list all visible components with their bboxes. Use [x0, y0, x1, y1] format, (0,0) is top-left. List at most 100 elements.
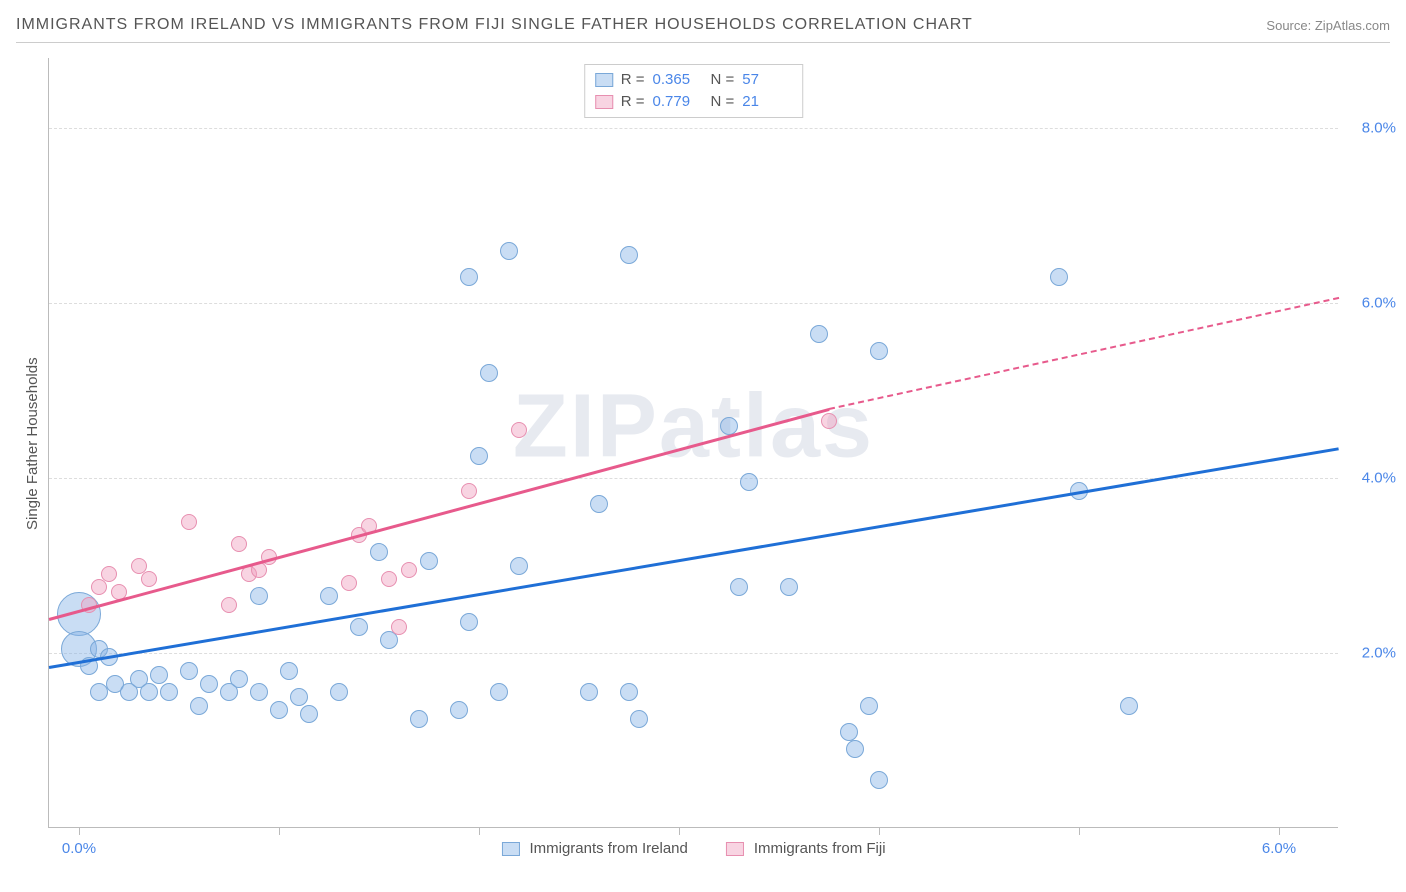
scatter-point	[401, 562, 417, 578]
y-tick-label: 2.0%	[1346, 645, 1396, 662]
x-tick-label: 0.0%	[62, 840, 96, 857]
x-tick	[879, 827, 880, 835]
y-tick-label: 8.0%	[1346, 120, 1396, 137]
scatter-point	[840, 723, 858, 741]
scatter-point	[330, 683, 348, 701]
scatter-point	[1120, 697, 1138, 715]
x-tick	[1279, 827, 1280, 835]
scatter-point	[200, 675, 218, 693]
scatter-point	[846, 740, 864, 758]
swatch-bottom-2	[726, 842, 744, 856]
r-value-2: 0.779	[653, 91, 703, 113]
scatter-point	[720, 417, 738, 435]
legend-stats-row-1: R = 0.365 N = 57	[595, 69, 793, 91]
n-label-2: N =	[711, 91, 735, 113]
legend-series: Immigrants from Ireland Immigrants from …	[501, 840, 885, 857]
scatter-point	[500, 242, 518, 260]
scatter-point	[510, 557, 528, 575]
scatter-point	[270, 701, 288, 719]
legend-series-2-label: Immigrants from Fiji	[754, 840, 886, 857]
scatter-point	[300, 705, 318, 723]
scatter-point	[141, 571, 157, 587]
legend-series-1-label: Immigrants from Ireland	[529, 840, 687, 857]
scatter-point	[460, 613, 478, 631]
scatter-point	[821, 413, 837, 429]
scatter-point	[420, 552, 438, 570]
scatter-point	[90, 683, 108, 701]
y-tick-label: 4.0%	[1346, 470, 1396, 487]
scatter-chart: ZIPatlas R = 0.365 N = 57 R = 0.779 N = …	[48, 58, 1338, 828]
scatter-point	[870, 771, 888, 789]
chart-title: IMMIGRANTS FROM IRELAND VS IMMIGRANTS FR…	[16, 16, 973, 33]
scatter-point	[150, 666, 168, 684]
scatter-point	[740, 473, 758, 491]
source-name[interactable]: ZipAtlas.com	[1315, 18, 1390, 33]
scatter-point	[810, 325, 828, 343]
gridline	[49, 128, 1338, 129]
trend-line	[829, 297, 1339, 410]
x-tick-label: 6.0%	[1262, 840, 1296, 857]
scatter-point	[860, 697, 878, 715]
gridline	[49, 478, 1338, 479]
scatter-point	[590, 495, 608, 513]
trend-line	[49, 408, 830, 621]
scatter-point	[190, 697, 208, 715]
scatter-point	[231, 536, 247, 552]
legend-stats-row-2: R = 0.779 N = 21	[595, 91, 793, 113]
trend-line	[49, 447, 1339, 669]
scatter-point	[630, 710, 648, 728]
watermark: ZIPatlas	[513, 376, 874, 479]
scatter-point	[140, 683, 158, 701]
swatch-series-1	[595, 73, 613, 87]
scatter-point	[391, 619, 407, 635]
scatter-point	[180, 662, 198, 680]
x-tick	[79, 827, 80, 835]
r-value-1: 0.365	[653, 69, 703, 91]
y-tick-label: 6.0%	[1346, 295, 1396, 312]
swatch-series-2	[595, 95, 613, 109]
scatter-point	[230, 670, 248, 688]
x-tick	[279, 827, 280, 835]
title-bar: IMMIGRANTS FROM IRELAND VS IMMIGRANTS FR…	[16, 16, 1390, 43]
scatter-point	[91, 579, 107, 595]
scatter-point	[460, 268, 478, 286]
n-value-1: 57	[742, 69, 792, 91]
plot-area: ZIPatlas R = 0.365 N = 57 R = 0.779 N = …	[48, 58, 1338, 828]
scatter-point	[1050, 268, 1068, 286]
scatter-point	[780, 578, 798, 596]
n-value-2: 21	[742, 91, 792, 113]
r-label-2: R =	[621, 91, 645, 113]
scatter-point	[480, 364, 498, 382]
scatter-point	[280, 662, 298, 680]
scatter-point	[250, 587, 268, 605]
scatter-point	[370, 543, 388, 561]
n-label-1: N =	[711, 69, 735, 91]
scatter-point	[250, 683, 268, 701]
scatter-point	[450, 701, 468, 719]
x-tick	[479, 827, 480, 835]
x-tick	[679, 827, 680, 835]
scatter-point	[730, 578, 748, 596]
scatter-point	[461, 483, 477, 499]
scatter-point	[620, 246, 638, 264]
x-tick	[1079, 827, 1080, 835]
scatter-point	[101, 566, 117, 582]
scatter-point	[341, 575, 357, 591]
scatter-point	[490, 683, 508, 701]
scatter-point	[221, 597, 237, 613]
y-axis-label: Single Father Households	[24, 357, 41, 530]
scatter-point	[470, 447, 488, 465]
scatter-point	[580, 683, 598, 701]
scatter-point	[181, 514, 197, 530]
legend-stats: R = 0.365 N = 57 R = 0.779 N = 21	[584, 64, 804, 118]
scatter-point	[620, 683, 638, 701]
scatter-point	[410, 710, 428, 728]
scatter-point	[511, 422, 527, 438]
r-label-1: R =	[621, 69, 645, 91]
gridline	[49, 303, 1338, 304]
scatter-point	[290, 688, 308, 706]
scatter-point	[870, 342, 888, 360]
gridline	[49, 653, 1338, 654]
swatch-bottom-1	[501, 842, 519, 856]
scatter-point	[350, 618, 368, 636]
